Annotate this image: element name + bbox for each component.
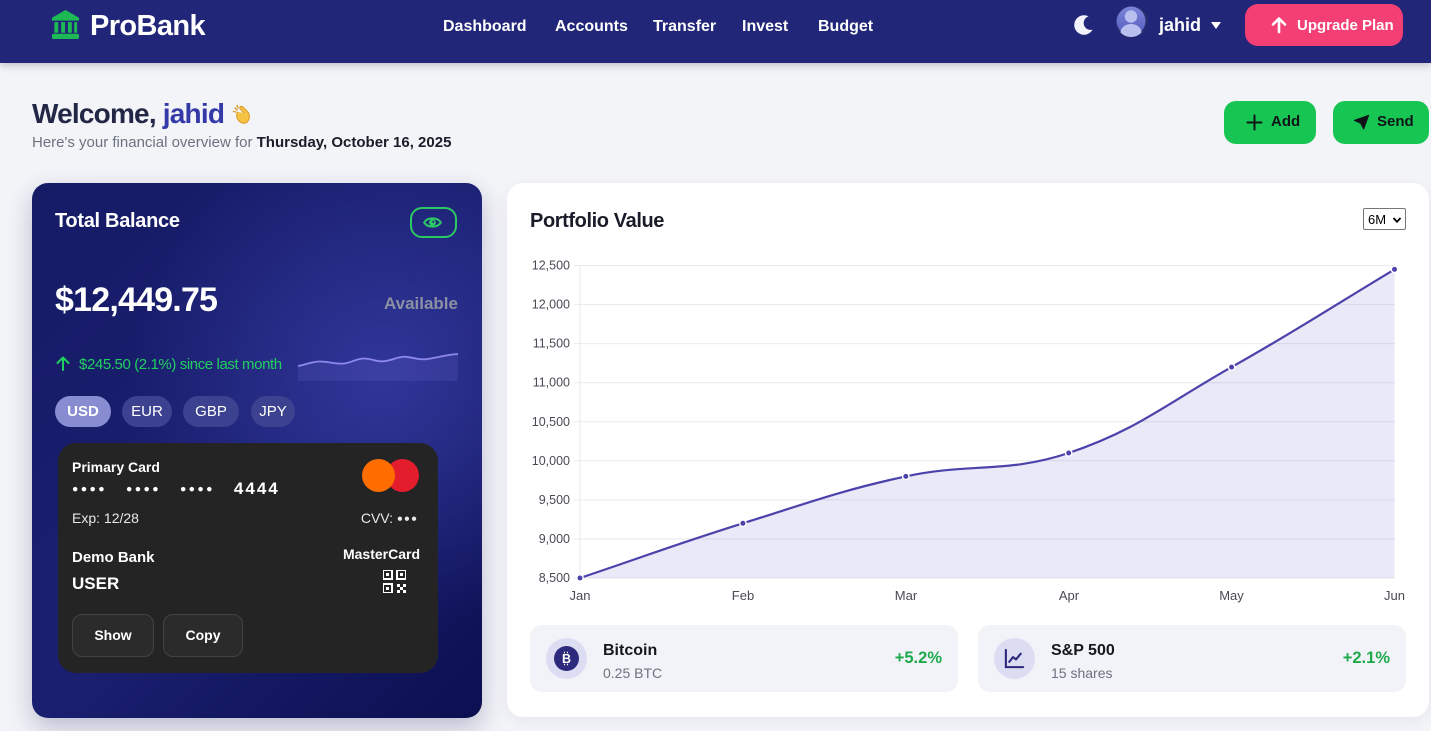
svg-text:B: B xyxy=(562,652,571,666)
svg-text:9,500: 9,500 xyxy=(539,493,570,507)
svg-text:Jun: Jun xyxy=(1384,588,1405,603)
svg-text:10,500: 10,500 xyxy=(532,415,570,429)
svg-text:12,000: 12,000 xyxy=(532,298,570,312)
svg-text:11,000: 11,000 xyxy=(533,376,570,390)
svg-text:May: May xyxy=(1219,588,1244,603)
svg-text:Apr: Apr xyxy=(1059,588,1080,603)
svg-text:Jan: Jan xyxy=(570,588,591,603)
svg-text:11,500: 11,500 xyxy=(533,337,570,351)
svg-text:8,500: 8,500 xyxy=(539,571,570,585)
svg-text:Mar: Mar xyxy=(895,588,918,603)
svg-text:Feb: Feb xyxy=(732,588,754,603)
svg-text:9,000: 9,000 xyxy=(539,532,570,546)
svg-text:10,000: 10,000 xyxy=(532,454,570,468)
svg-text:12,500: 12,500 xyxy=(532,259,570,273)
